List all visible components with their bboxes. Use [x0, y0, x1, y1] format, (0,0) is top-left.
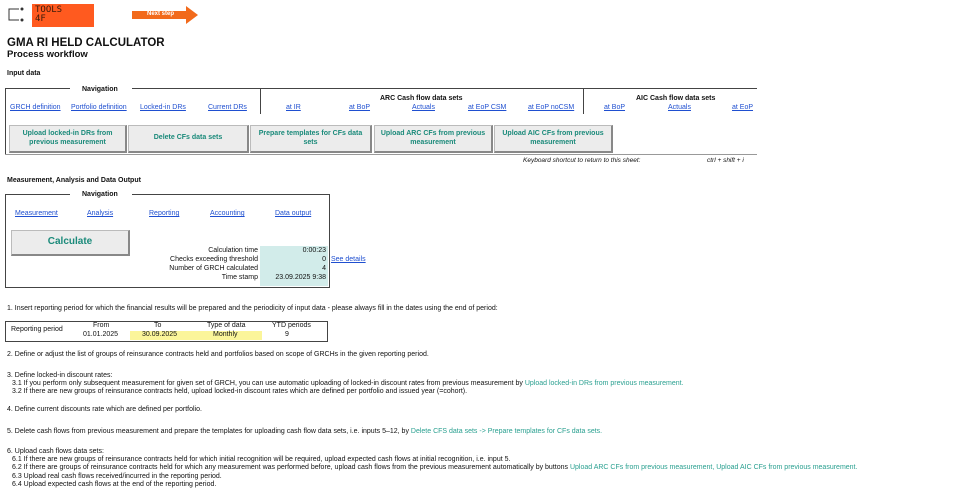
- arrow-right-icon: [132, 6, 198, 24]
- next-step-button[interactable]: Next step: [132, 6, 198, 24]
- stat-value: 0:00:23: [302, 247, 326, 254]
- section-input-data: Input data: [7, 70, 41, 77]
- stat-value: 4: [322, 265, 326, 272]
- upload-locked-in-drs-button[interactable]: Upload locked-in DRs from previous measu…: [9, 125, 127, 153]
- step-6-2-link[interactable]: Upload ARC CFs from previous measurement…: [569, 464, 858, 471]
- calculate-button[interactable]: Calculate: [11, 230, 130, 256]
- step-6-3: 6.3 Upload real cash flows received/incu…: [12, 473, 222, 480]
- link-grch-definition[interactable]: GRCH definition: [10, 104, 61, 111]
- step-3: 3. Define locked-in discount rates:: [7, 372, 113, 379]
- upload-arc-cfs-button[interactable]: Upload ARC CFs from previous measurement: [374, 125, 493, 153]
- ytd-header: YTD periods: [272, 322, 311, 329]
- type-header: Type of data: [207, 322, 246, 329]
- upload-aic-cfs-button[interactable]: Upload AIC CFs from previous measurement: [494, 125, 613, 153]
- ytd-value: 9: [285, 331, 289, 338]
- link-current-drs[interactable]: Current DRs: [208, 104, 247, 111]
- link-analysis[interactable]: Analysis: [87, 210, 114, 217]
- to-input[interactable]: 30.09.2025: [142, 331, 178, 338]
- step-6-4: 6.4 Upload expected cash flows at the en…: [12, 481, 217, 488]
- link-arc-at-bop[interactable]: at BoP: [349, 104, 371, 111]
- link-reporting[interactable]: Reporting: [149, 210, 180, 217]
- from-header: From: [93, 322, 110, 329]
- delete-cfs-button[interactable]: Delete CFs data sets: [128, 125, 249, 153]
- step-3-1: 3.1 If you perform only subsequent measu…: [12, 380, 684, 387]
- step-1: 1. Insert reporting period for which the…: [7, 305, 498, 312]
- step-5: 5. Delete cash flows from previous measu…: [7, 428, 603, 435]
- step-3-2: 3.2 If there are new groups of reinsuran…: [12, 388, 468, 395]
- logo-bracket-icon: [8, 7, 24, 22]
- reporting-period-label: Reporting period: [11, 326, 63, 333]
- link-portfolio-definition[interactable]: Portfolio definition: [71, 104, 127, 111]
- aic-title: AIC Cash flow data sets: [636, 95, 716, 102]
- link-measurement[interactable]: Measurement: [15, 210, 58, 217]
- to-header: To: [154, 322, 162, 329]
- link-accounting[interactable]: Accounting: [210, 210, 245, 217]
- link-locked-in-drs[interactable]: Locked-in DRs: [140, 104, 186, 111]
- from-value[interactable]: 01.01.2025: [83, 331, 119, 338]
- stat-label: Number of GRCH calculated: [169, 265, 258, 272]
- link-arc-actuals[interactable]: Actuals: [412, 104, 435, 111]
- stats-values-bg: [260, 246, 328, 286]
- link-data-output[interactable]: Data output: [275, 210, 312, 217]
- step-6: 6. Upload cash flows data sets:: [7, 448, 104, 455]
- input-navigation-label: Navigation: [82, 86, 118, 93]
- link-aic-actuals[interactable]: Actuals: [668, 104, 691, 111]
- type-input[interactable]: Monthly: [213, 331, 238, 338]
- logo: TOOLS 4F: [32, 4, 94, 27]
- stat-label: Calculation time: [208, 247, 258, 254]
- step-5-link[interactable]: Delete CFS data sets -> Prepare template…: [410, 428, 603, 435]
- shortcut-keys: ctrl + shift + i: [707, 157, 744, 164]
- link-aic-at-bop[interactable]: at BoP: [604, 104, 626, 111]
- link-aic-at-eop[interactable]: at EoP: [732, 104, 754, 111]
- page-subtitle: Process workflow: [7, 49, 88, 60]
- step-6-2: 6.2 If there are groups of reinsurance c…: [12, 464, 858, 471]
- stat-label: Time stamp: [221, 274, 258, 281]
- link-arc-at-eop-csm[interactable]: at EoP CSM: [468, 104, 507, 111]
- arc-title: ARC Cash flow data sets: [380, 95, 463, 102]
- step-6-1: 6.1 If there are new groups of reinsuran…: [12, 456, 511, 463]
- section-output: Measurement, Analysis and Data Output: [7, 177, 141, 184]
- stat-value: 23.09.2025 9:38: [275, 274, 326, 281]
- page-title: GMA RI HELD CALCULATOR: [7, 37, 165, 49]
- link-arc-at-ir[interactable]: at IR: [286, 104, 301, 111]
- step-4: 4. Define current discounts rate which a…: [7, 406, 202, 413]
- prepare-templates-button[interactable]: Prepare templates for CFs data sets: [250, 125, 372, 153]
- stat-value: 0: [322, 256, 326, 263]
- stat-label: Checks exceeding threshold: [170, 256, 258, 263]
- link-arc-at-eop-nocsm[interactable]: at EoP noCSM: [528, 104, 575, 111]
- shortcut-label: Keyboard shortcut to return to this shee…: [523, 157, 641, 164]
- step-2: 2. Define or adjust the list of groups o…: [7, 351, 429, 358]
- step-3-1-link[interactable]: Upload locked-in DRs from previous measu…: [524, 380, 684, 387]
- output-navigation-label: Navigation: [82, 191, 118, 198]
- see-details-link[interactable]: See details: [331, 256, 366, 263]
- reporting-period-table: [5, 321, 328, 342]
